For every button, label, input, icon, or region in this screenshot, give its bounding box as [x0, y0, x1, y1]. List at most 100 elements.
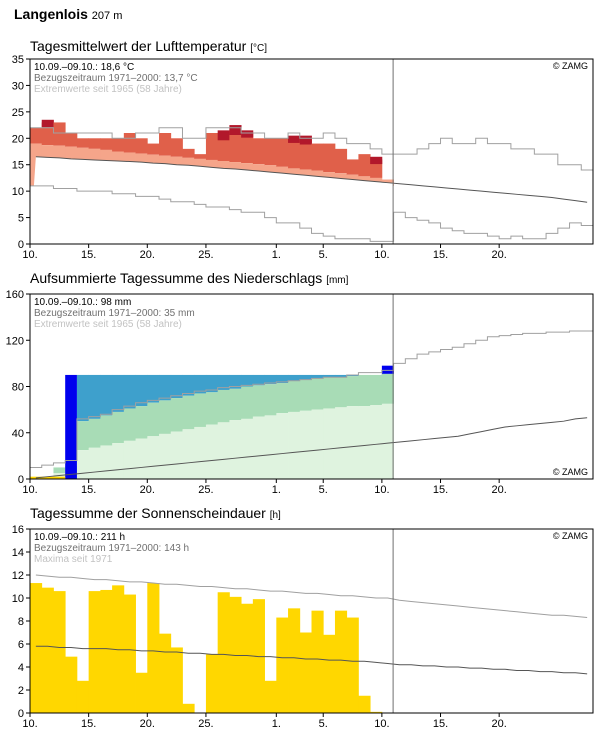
sun-bar: [217, 592, 230, 713]
temp-bar-above: [205, 133, 219, 160]
x-tick-label: 1.: [272, 484, 281, 496]
temp-bar-above: [170, 138, 183, 157]
precip-band-inner: [182, 395, 195, 430]
sun-bar: [76, 680, 90, 713]
sun-bar: [100, 589, 113, 713]
x-tick-label: 1.: [272, 249, 281, 261]
chart1-info-line: Bezugszeitraum 1971–2000: 13,7 °C: [34, 73, 198, 84]
precip-sum-bar: [88, 374, 101, 419]
precip-band-inner: [334, 377, 348, 408]
chart2-title: Aufsummierte Tagessumme des Niederschlag…: [30, 270, 323, 286]
sun-bar: [65, 656, 78, 713]
x-tick-label: 1.: [272, 718, 281, 729]
y-tick-label: 80: [12, 382, 24, 394]
sun-bar: [112, 585, 125, 713]
chart3-copyright: © ZAMG: [553, 531, 588, 541]
precip-max-line: [30, 330, 593, 468]
precip-band-outer: [311, 409, 324, 479]
precip-band-inner: [241, 386, 254, 419]
y-tick-label: 0: [18, 239, 24, 251]
precip-band-inner: [276, 383, 289, 414]
y-tick-label: 15: [12, 160, 24, 172]
temp-mean-line: [35, 156, 588, 203]
precip-band-outer: [276, 413, 289, 479]
x-tick-label: 15.: [81, 249, 96, 261]
temp-bar-above: [346, 159, 359, 175]
precip-band-outer: [53, 473, 66, 479]
precip-sum-bar: [264, 374, 277, 385]
precip-sum-bar: [205, 374, 219, 393]
precip-band-inner: [252, 385, 265, 417]
temp-bar-above: [88, 138, 101, 149]
x-tick-label: 15.: [433, 718, 448, 729]
sun-bar: [358, 695, 371, 713]
sun-bar: [53, 591, 66, 713]
y-tick-label: 35: [12, 54, 24, 66]
sun-bar: [346, 617, 359, 713]
chart1-title-row: Tagesmittelwert der Lufttemperatur [°C]: [30, 38, 267, 54]
precip-band-outer: [323, 408, 336, 479]
precip-sum-bar: [323, 374, 336, 378]
chart3-title-row: Tagessumme der Sonnenscheindauer [h]: [30, 505, 281, 521]
chart2-title-row: Aufsummierte Tagessumme des Niederschlag…: [30, 270, 348, 286]
chart3-info-line: Bezugszeitraum 1971–2000: 143 h: [34, 543, 189, 554]
x-tick-label: 15.: [81, 718, 96, 729]
precip-sum-bar: [123, 374, 136, 409]
chart1-unit: [°C]: [250, 43, 267, 54]
precip-band-outer: [370, 405, 383, 479]
sun-bar: [264, 680, 277, 713]
x-tick-label: 20.: [492, 718, 507, 729]
precip-band-outer: [76, 450, 90, 479]
precip-sum-bar: [276, 374, 289, 384]
precip-band-inner: [123, 408, 136, 441]
x-tick-label: 20.: [140, 484, 155, 496]
x-tick-label: 10.: [374, 718, 389, 729]
precip-band-outer: [159, 433, 172, 479]
y-tick-label: 16: [12, 524, 24, 536]
sun-bar: [88, 591, 101, 713]
station-header: Langenlois 207 m: [14, 6, 122, 22]
x-tick-label: 20.: [140, 718, 155, 729]
sun-bar: [334, 610, 348, 713]
x-tick-label: 10.: [374, 249, 389, 261]
precip-sum-bar: [159, 374, 172, 401]
precip-band-outer: [299, 410, 312, 479]
temp-bar-above: [65, 133, 78, 147]
y-tick-label: 4: [18, 662, 24, 674]
precip-band-outer: [135, 438, 148, 479]
station-name: Langenlois: [14, 6, 88, 22]
precip-band-inner: [311, 378, 324, 410]
temp-bar-above: [264, 138, 277, 166]
x-tick-label: 25.: [198, 484, 213, 496]
chart2-plot: 0 40 80 120 160 10. 15. 20. 25. 1. 5. 10. 15. 20. 10.0…: [6, 289, 594, 496]
station-altitude: 207 m: [91, 10, 123, 22]
sun-bar: [30, 583, 43, 713]
x-tick-label: 10.: [22, 249, 37, 261]
chart1-copyright: © ZAMG: [553, 61, 588, 71]
chart1-info-line: 10.09.–09.10.: 18,6 °C: [34, 62, 134, 73]
precip-band-inner: [358, 374, 371, 407]
y-tick-label: 2: [18, 685, 24, 697]
y-tick-label: 5: [18, 213, 24, 225]
precip-dry-bar: [30, 476, 66, 479]
precip-sum-bar: [299, 374, 312, 380]
x-tick-label: 5.: [319, 249, 328, 261]
y-tick-label: 0: [18, 474, 24, 486]
sun-bar: [229, 596, 242, 713]
sun-bar: [159, 633, 172, 713]
temp-bar-above: [159, 133, 172, 156]
precip-band-inner: [170, 398, 183, 432]
y-tick-label: 6: [18, 639, 24, 651]
temp-bar-above: [123, 133, 136, 153]
x-tick-label: 25.: [198, 718, 213, 729]
sun-bar: [147, 583, 160, 713]
x-tick-label: 5.: [319, 484, 328, 496]
temp-bar-above: [135, 138, 148, 154]
temp-bar-record: [288, 135, 301, 143]
precip-band-outer: [123, 440, 136, 479]
temp-bar-record: [217, 130, 230, 141]
precip-band-inner: [159, 400, 172, 434]
x-tick-label: 10.: [374, 484, 389, 496]
precip-band-inner: [217, 389, 230, 423]
temp-bar-record: [241, 130, 254, 138]
